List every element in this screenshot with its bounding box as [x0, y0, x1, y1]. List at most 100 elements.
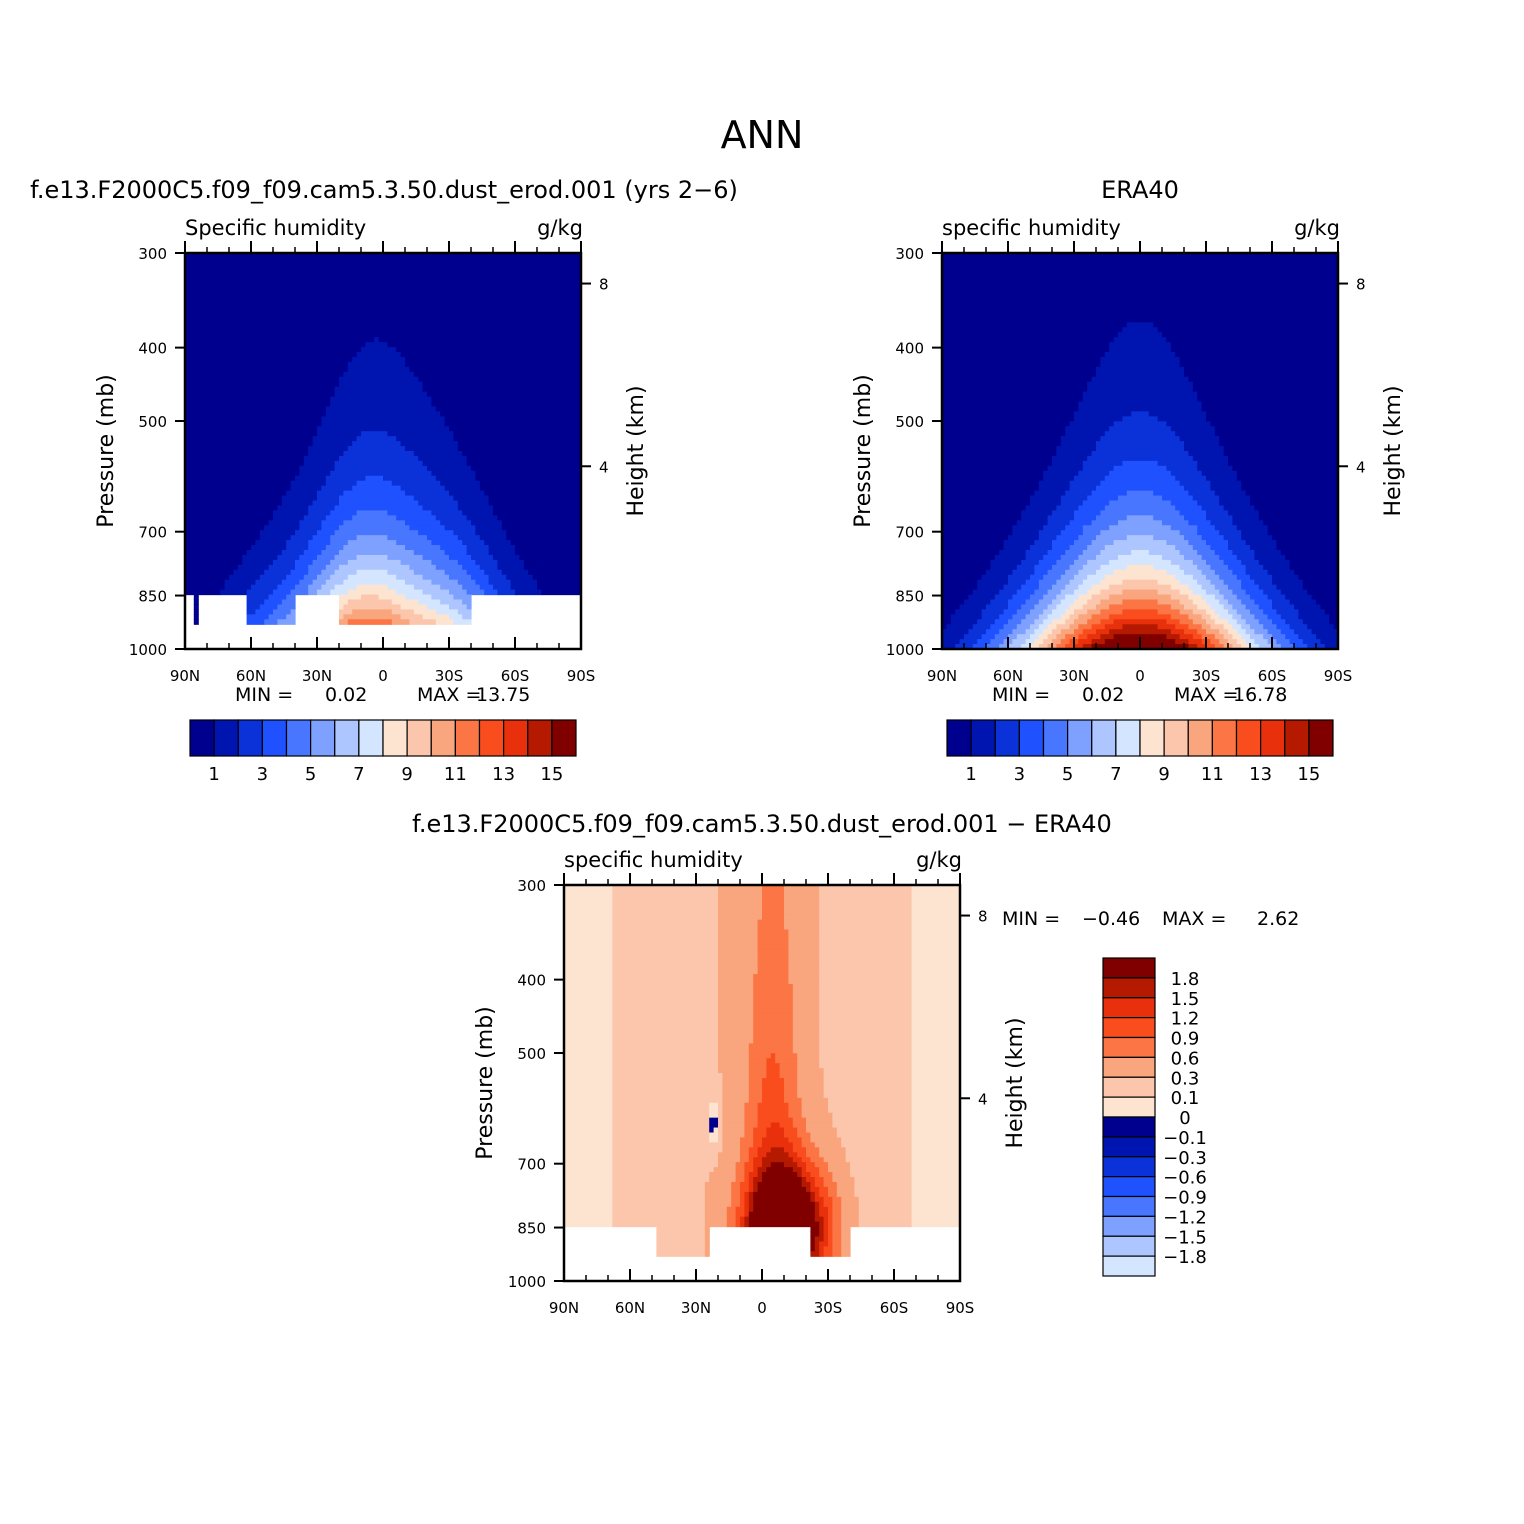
contour-cell [1179, 356, 1339, 363]
contour-cell [612, 1206, 706, 1213]
contour-cell [457, 579, 476, 586]
contour-cell [268, 564, 296, 571]
contour-cell [744, 1206, 750, 1213]
contour-cell [801, 1137, 811, 1143]
contour-cell [942, 297, 1339, 304]
units-label: g/kg [1294, 216, 1340, 240]
contour-cell [784, 924, 820, 931]
contour-cell [911, 949, 961, 955]
contour-cell [1025, 554, 1044, 561]
contour-cell [810, 1191, 816, 1198]
contour-cell [766, 1058, 776, 1064]
contour-cell [718, 1162, 737, 1168]
contour-cell [612, 1127, 710, 1134]
contour-cell [1043, 639, 1053, 645]
contour-cell [564, 1078, 613, 1084]
contour-cell [850, 1172, 913, 1178]
contour-cell [185, 366, 349, 373]
contour-cell [1087, 634, 1101, 640]
contour-cell [185, 559, 243, 566]
contour-cell [1197, 579, 1211, 586]
contour-cell [1157, 460, 1198, 467]
colorbar-label: 0.3 [1171, 1068, 1200, 1089]
contour-cell [1170, 629, 1185, 635]
contour-cell [797, 1092, 825, 1099]
y-tick-label: 300 [138, 245, 167, 263]
contour-cell [339, 376, 419, 383]
contour-cell [810, 1246, 816, 1252]
contour-cell [942, 431, 1066, 437]
contour-cell [753, 1127, 767, 1134]
contour-cell [1298, 574, 1339, 581]
contour-cell [185, 505, 278, 511]
contour-cell [286, 574, 305, 581]
contour-cell [744, 1167, 754, 1173]
contour-cell [564, 1137, 613, 1143]
contour-cell [1245, 490, 1339, 497]
contour-cell [1157, 609, 1181, 615]
contour-cell [246, 619, 265, 625]
contour-cell [1096, 441, 1185, 447]
y-tick-label: 700 [895, 524, 924, 542]
contour-cell [564, 1186, 613, 1193]
contour-cell [396, 347, 582, 353]
contour-cell [841, 1246, 851, 1252]
colorbar-box [1163, 719, 1189, 757]
contour-cell [185, 480, 292, 487]
contour-cell [757, 1186, 807, 1193]
contour-cell [523, 564, 582, 571]
contour-cell [510, 579, 538, 586]
colorbar-box [1102, 1215, 1156, 1237]
contour-cell [290, 569, 309, 576]
contour-cell [1131, 411, 1150, 417]
contour-cell [722, 1073, 750, 1079]
contour-cell [911, 1157, 961, 1163]
contour-cell [400, 559, 432, 566]
contour-cell [449, 604, 468, 610]
contour-cell [537, 579, 582, 586]
contour-cell [1082, 525, 1110, 531]
contour-cell [444, 569, 468, 576]
contour-cell [1104, 574, 1176, 581]
contour-cell [457, 500, 490, 507]
contour-cell [325, 406, 437, 412]
contour-cell [718, 1038, 754, 1044]
contour-cell [242, 554, 278, 561]
contour-cell [836, 1186, 855, 1193]
contour-cell [704, 1206, 728, 1213]
contour-cell [722, 1092, 750, 1099]
contour-cell [466, 455, 582, 462]
contour-cell [273, 559, 296, 566]
contour-cell [740, 1196, 745, 1203]
contour-cell [836, 1182, 855, 1188]
contour-cell [911, 1018, 961, 1025]
contour-cell [1298, 614, 1330, 620]
contour-cell [612, 984, 719, 990]
contour-cell [564, 1028, 613, 1035]
contour-cell [413, 371, 582, 378]
contour-cell [656, 1236, 706, 1242]
colorbar-box [1102, 997, 1156, 1019]
contour-cell [718, 904, 763, 911]
contour-cell [753, 1182, 759, 1188]
contour-cell [564, 1107, 613, 1114]
contour-cell [1206, 609, 1216, 615]
contour-cell [185, 257, 582, 264]
contour-cell [942, 312, 1339, 318]
contour-cell [801, 1167, 807, 1173]
contour-cell [1069, 604, 1084, 610]
contour-cell [387, 554, 424, 561]
contour-cell [836, 1191, 855, 1198]
contour-cell [718, 988, 754, 995]
contour-cell [757, 1112, 789, 1119]
contour-cell [1166, 421, 1211, 427]
contour-cell [819, 1226, 825, 1233]
contour-cell [1197, 550, 1216, 556]
contour-cell [1078, 401, 1203, 408]
contour-cell [510, 540, 582, 546]
contour-cell [775, 1053, 798, 1059]
contour-cell [564, 1157, 613, 1163]
contour-cell [731, 1182, 741, 1188]
contour-cell [1258, 510, 1339, 516]
